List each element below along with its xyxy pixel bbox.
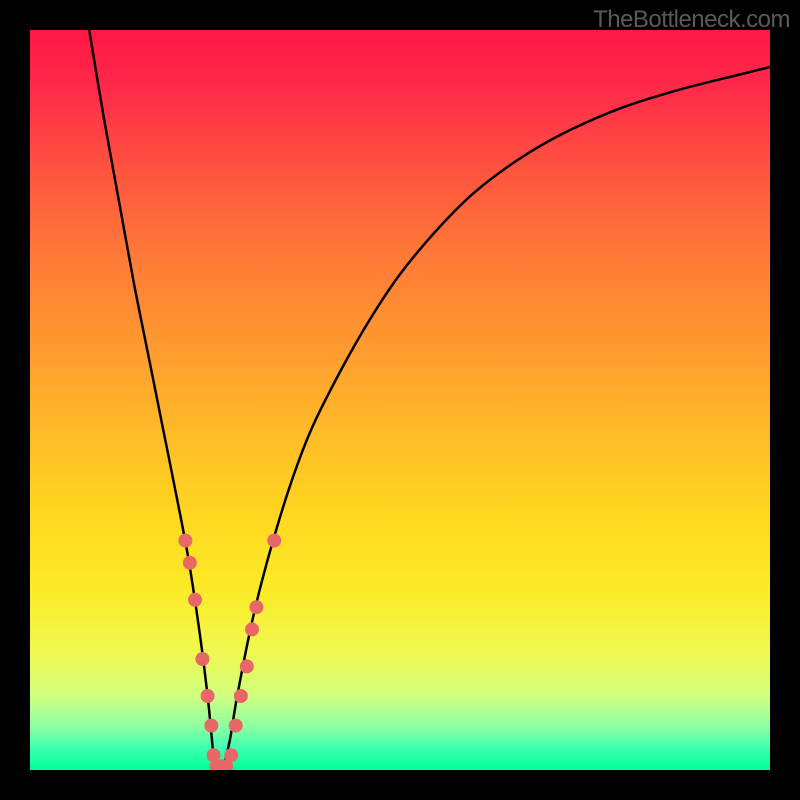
marker-point (245, 622, 259, 636)
marker-point (188, 593, 202, 607)
marker-point (234, 689, 248, 703)
chart-container: TheBottleneck.com (0, 0, 800, 800)
marker-point (229, 719, 243, 733)
marker-point (195, 652, 209, 666)
marker-point (201, 689, 215, 703)
watermark: TheBottleneck.com (593, 6, 790, 34)
marker-point (267, 534, 281, 548)
marker-point (204, 719, 218, 733)
plot-area (30, 30, 770, 770)
marker-point (249, 600, 263, 614)
gradient-background (30, 30, 770, 770)
bottleneck-chart (30, 30, 770, 770)
marker-point (240, 659, 254, 673)
marker-point (224, 748, 238, 762)
marker-point (183, 556, 197, 570)
marker-point (178, 534, 192, 548)
